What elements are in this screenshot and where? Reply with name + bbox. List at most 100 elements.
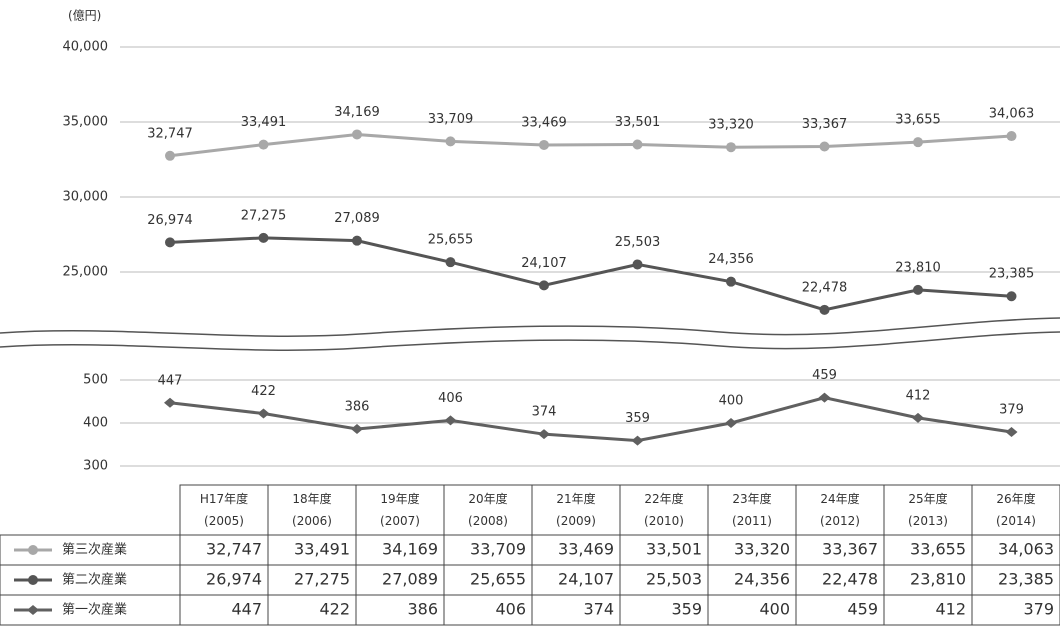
marker [726, 142, 736, 153]
marker [444, 415, 457, 426]
data-label: 33,469 [521, 115, 567, 130]
y-tick-label: 30,000 [63, 190, 109, 205]
marker [632, 259, 643, 270]
data-label: 25,503 [615, 235, 661, 250]
marker [539, 139, 549, 150]
marker [819, 304, 830, 315]
table-cell [971, 594, 1060, 626]
data-label: 412 [906, 388, 931, 403]
data-label: 23,385 [989, 267, 1035, 282]
table-value: 412 [935, 600, 966, 619]
data-label: 25,655 [428, 233, 474, 248]
x-tick-label: 19年度(2007) [380, 491, 420, 528]
table-value: 27,275 [294, 570, 350, 589]
y-tick-label: 400 [83, 416, 108, 431]
table-value: 374 [583, 600, 614, 619]
data-label: 33,709 [428, 112, 474, 127]
table-value: 33,491 [294, 540, 350, 559]
table-value: 24,107 [558, 570, 614, 589]
data-label: 379 [999, 403, 1024, 418]
marker [538, 429, 550, 440]
table-value: 400 [759, 600, 790, 619]
data-label: 26,974 [147, 213, 193, 228]
x-tick-label: 25年度(2013) [908, 491, 948, 528]
table-value: 33,469 [558, 540, 614, 559]
legend-marker [27, 605, 39, 615]
marker [165, 237, 175, 248]
table-value: 379 [1023, 600, 1054, 619]
x-tick-label: 22年度(2010) [644, 491, 684, 528]
data-label: 422 [251, 384, 276, 399]
axis-break [0, 317, 1060, 337]
table-value: 359 [671, 600, 702, 619]
marker [913, 137, 923, 148]
marker [726, 276, 736, 287]
marker [632, 139, 643, 150]
table-value: 26,974 [206, 570, 262, 589]
marker [258, 232, 269, 243]
line [169, 396, 1012, 443]
marker [1006, 131, 1017, 142]
table-value: 27,089 [382, 570, 438, 589]
marker [351, 424, 363, 435]
data-label: 386 [345, 400, 370, 415]
data-label: 22,478 [802, 280, 848, 295]
legend-label: 第三次産業 [62, 542, 127, 558]
y-axis-label: (億円) [68, 9, 101, 23]
data-label: 24,107 [521, 256, 567, 271]
marker [258, 139, 269, 150]
marker [1006, 291, 1017, 302]
marker [818, 392, 831, 403]
data-label: 27,275 [241, 208, 287, 223]
x-tick-label: 24年度(2012) [820, 491, 860, 528]
table-value: 33,367 [822, 540, 878, 559]
data-label: 33,491 [241, 115, 287, 130]
y-tick-label: 35,000 [63, 115, 109, 130]
table-value: 24,356 [734, 570, 790, 589]
marker [912, 412, 924, 423]
data-label: 406 [438, 391, 463, 406]
axis-break [0, 331, 1060, 351]
marker [165, 150, 175, 161]
y-tick-label: 40,000 [63, 40, 109, 55]
marker [1005, 427, 1018, 438]
x-tick-label: 20年度(2008) [468, 491, 508, 528]
data-label: 447 [158, 373, 183, 388]
marker [257, 408, 270, 419]
x-tick-label: 21年度(2009) [556, 491, 596, 528]
table-value: 32,747 [206, 540, 262, 559]
marker [445, 136, 456, 147]
data-label: 24,356 [708, 252, 754, 267]
x-tick-label: H17年度(2005) [200, 491, 248, 528]
marker [445, 257, 456, 268]
marker [913, 284, 923, 295]
table-value: 33,501 [646, 540, 702, 559]
data-label: 459 [812, 368, 837, 383]
legend-marker [28, 545, 38, 555]
marker [164, 397, 176, 408]
data-label: 33,367 [802, 117, 848, 132]
x-tick-label: 26年度(2014) [996, 491, 1036, 528]
data-label: 400 [719, 394, 744, 409]
table-value: 33,709 [470, 540, 526, 559]
line [169, 236, 1012, 312]
table-value: 25,655 [470, 570, 526, 589]
table-value: 23,810 [910, 570, 966, 589]
y-tick-label: 25,000 [63, 265, 109, 280]
marker [539, 280, 549, 291]
data-label: 374 [532, 405, 557, 420]
line [169, 132, 1012, 158]
table-value: 33,320 [734, 540, 790, 559]
legend-label: 第一次産業 [62, 602, 127, 618]
table-value: 33,655 [910, 540, 966, 559]
data-label: 33,501 [615, 115, 661, 130]
table-value: 447 [231, 600, 262, 619]
table-value: 22,478 [822, 570, 878, 589]
data-label: 32,747 [147, 126, 193, 141]
x-tick-label: 23年度(2011) [732, 491, 772, 528]
table-value: 34,169 [382, 540, 438, 559]
data-label: 27,089 [334, 211, 380, 226]
legend-label: 第二次産業 [62, 572, 127, 588]
marker [352, 129, 362, 140]
